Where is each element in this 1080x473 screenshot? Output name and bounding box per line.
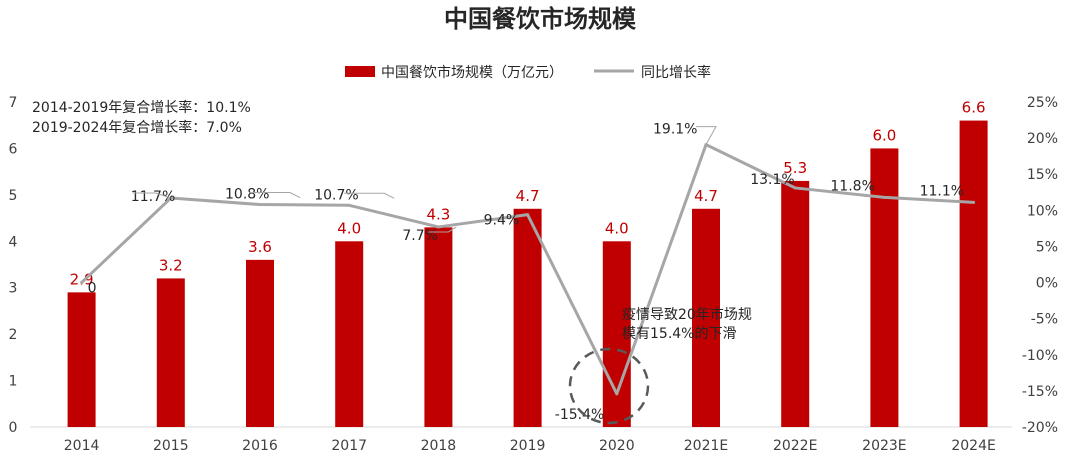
growth-point <box>80 281 84 285</box>
growth-label-leader <box>344 192 395 199</box>
covid-annotation: 疫情导致20年市场规 模有15.4%的下滑 <box>568 306 752 425</box>
bar-value-labels: 2.93.23.64.04.34.74.04.75.36.06.6 <box>70 99 986 289</box>
legend-bar-swatch <box>345 66 375 77</box>
growth-value-label: 7.7% <box>402 228 438 244</box>
bar <box>246 259 274 427</box>
bar-value-label: 4.0 <box>337 219 361 237</box>
x-tick-label: 2024E <box>951 438 995 454</box>
growth-label-leader <box>428 226 457 233</box>
bar-value-label: 4.3 <box>426 205 450 223</box>
legend: 中国餐饮市场规模（万亿元） 同比增长率 <box>345 64 711 81</box>
left-tick-label: 4 <box>9 234 18 250</box>
right-tick-label: 10% <box>1027 203 1058 219</box>
bar-value-label: 6.6 <box>962 99 986 117</box>
bar <box>692 208 720 427</box>
x-tick-label: 2023E <box>862 438 906 454</box>
right-tick-label: -5% <box>1031 312 1058 328</box>
covid-note-line-1: 疫情导致20年市场规 <box>622 306 752 323</box>
left-tick-label: 1 <box>9 374 18 390</box>
covid-highlight-circle <box>568 347 650 425</box>
bar-series <box>67 120 988 428</box>
growth-line-series <box>80 143 976 396</box>
x-tick-label: 2021E <box>684 438 728 454</box>
bar-value-label: 4.7 <box>516 187 540 205</box>
x-tick-label: 2014 <box>64 438 100 454</box>
bar <box>602 241 631 427</box>
cagr-line-2: 2019-2024年复合增长率：7.0% <box>32 119 242 136</box>
legend-line-label: 同比增长率 <box>641 64 711 81</box>
bar <box>335 241 364 427</box>
growth-value-label: 10.7% <box>314 187 358 203</box>
growth-value-label: 13.1% <box>750 172 794 188</box>
legend-bar-label: 中国餐饮市场规模（万亿元） <box>381 64 563 81</box>
cagr-line-1: 2014-2019年复合增长率：10.1% <box>32 99 251 116</box>
growth-point <box>615 392 619 396</box>
bar <box>424 227 453 427</box>
bar-value-label: 5.3 <box>783 159 807 177</box>
growth-label-leader <box>132 192 171 199</box>
left-axis-ticks: 0 1 2 3 4 5 6 7 <box>9 95 18 436</box>
x-tick-label: 2020 <box>599 438 635 454</box>
x-tick-label: 2015 <box>153 438 189 454</box>
growth-value-label: 9.4% <box>484 213 520 229</box>
x-tick-label: 2017 <box>331 438 367 454</box>
bar-value-label: 3.6 <box>248 238 272 256</box>
growth-point <box>436 225 440 229</box>
left-tick-label: 5 <box>9 188 18 204</box>
growth-value-label: 11.8% <box>830 178 874 194</box>
x-tick-label: 2016 <box>242 438 278 454</box>
left-tick-label: 2 <box>9 327 18 343</box>
x-tick-label: 2022E <box>773 438 817 454</box>
right-tick-label: 15% <box>1027 167 1058 183</box>
left-tick-label: 3 <box>9 281 18 297</box>
x-tick-label: 2018 <box>421 438 457 454</box>
right-axis-ticks: -20% -15% -10% -5% 0% 5% 10% 15% 20% 25% <box>1022 95 1058 436</box>
growth-label-leader <box>250 192 301 199</box>
growth-value-labels: 011.7% 10.8% 10.7%7.7%9.4%-15.4%19.1%13.1%… <box>88 122 964 423</box>
covid-note-line-2: 模有15.4%的下滑 <box>622 325 736 342</box>
bar <box>156 278 185 427</box>
bar-value-label: 4.7 <box>694 187 718 205</box>
growth-point <box>526 213 530 217</box>
growth-value-label: 11.1% <box>920 183 964 199</box>
growth-point <box>882 195 886 199</box>
right-tick-label: 20% <box>1027 131 1058 147</box>
bar <box>781 180 810 427</box>
growth-point <box>793 186 797 190</box>
bar-value-label: 6.0 <box>872 126 896 144</box>
right-tick-label: 0% <box>1036 276 1058 292</box>
growth-label-leader <box>696 126 717 145</box>
growth-value-label: 10.8% <box>225 187 269 203</box>
bar <box>959 120 988 428</box>
x-axis-labels: 2014 2015 2016 2017 2018 2019 2020 2021E 2022E 20… <box>64 438 996 454</box>
growth-point <box>347 203 351 207</box>
growth-value-label: 19.1% <box>653 122 697 138</box>
right-tick-label: 25% <box>1027 95 1058 111</box>
growth-point <box>258 203 262 207</box>
right-tick-label: 5% <box>1036 239 1058 255</box>
bar <box>67 292 96 427</box>
right-tick-label: -20% <box>1022 420 1058 436</box>
left-tick-label: 7 <box>9 95 18 111</box>
bar <box>513 208 542 427</box>
right-tick-label: -10% <box>1022 348 1058 364</box>
growth-point <box>972 200 976 204</box>
cagr-annotations: 2014-2019年复合增长率：10.1% 2019-2024年复合增长率：7.… <box>32 99 251 136</box>
left-tick-label: 6 <box>9 141 18 157</box>
left-tick-label: 0 <box>9 420 18 436</box>
chart-title: 中国餐饮市场规模 <box>444 5 637 33</box>
right-tick-label: -15% <box>1022 384 1058 400</box>
bar-value-label: 4.0 <box>605 219 629 237</box>
x-tick-label: 2019 <box>510 438 546 454</box>
bar-value-label: 3.2 <box>159 256 183 274</box>
growth-value-label: 0 <box>88 281 97 297</box>
